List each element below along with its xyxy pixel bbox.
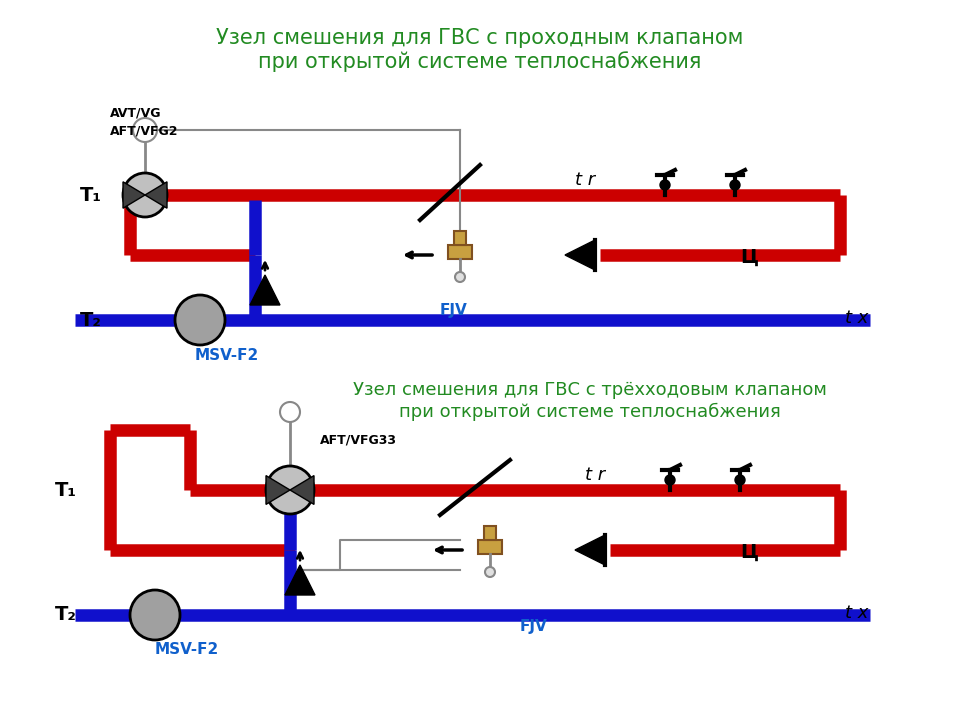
Circle shape bbox=[130, 590, 180, 640]
Circle shape bbox=[730, 180, 740, 190]
Polygon shape bbox=[266, 476, 290, 505]
Text: T₁: T₁ bbox=[55, 480, 77, 500]
Circle shape bbox=[175, 295, 225, 345]
Text: FJV: FJV bbox=[520, 619, 548, 634]
Circle shape bbox=[735, 475, 745, 485]
Text: AFT/VFG33: AFT/VFG33 bbox=[320, 433, 397, 446]
Text: t r: t r bbox=[585, 466, 605, 484]
Text: t r: t r bbox=[575, 171, 595, 189]
Text: T₂: T₂ bbox=[55, 606, 77, 624]
Polygon shape bbox=[285, 565, 315, 595]
Bar bbox=[454, 231, 466, 245]
Circle shape bbox=[660, 180, 670, 190]
Circle shape bbox=[455, 272, 465, 282]
Bar bbox=[484, 526, 496, 540]
Text: T₁: T₁ bbox=[80, 186, 102, 204]
Text: Узел смешения для ГВС с проходным клапаном: Узел смешения для ГВС с проходным клапан… bbox=[216, 28, 744, 48]
Text: FJV: FJV bbox=[440, 302, 468, 318]
Text: AVT/VG: AVT/VG bbox=[110, 107, 161, 120]
Polygon shape bbox=[123, 182, 145, 208]
Polygon shape bbox=[575, 535, 605, 565]
Polygon shape bbox=[145, 182, 167, 208]
Circle shape bbox=[266, 466, 314, 514]
Text: AFT/VFG2: AFT/VFG2 bbox=[110, 125, 179, 138]
Text: Ц: Ц bbox=[740, 248, 758, 266]
Text: при открытой системе теплоснабжения: при открытой системе теплоснабжения bbox=[258, 52, 702, 73]
Text: t x: t x bbox=[845, 604, 869, 622]
Text: Ц: Ц bbox=[740, 542, 758, 562]
Circle shape bbox=[485, 567, 495, 577]
Text: T₂: T₂ bbox=[80, 310, 102, 330]
Bar bbox=[448, 245, 472, 259]
Circle shape bbox=[133, 118, 157, 142]
Text: Узел смешения для ГВС с трёхходовым клапаном: Узел смешения для ГВС с трёхходовым клап… bbox=[353, 381, 827, 399]
Polygon shape bbox=[290, 476, 314, 505]
Bar bbox=[478, 540, 502, 554]
Circle shape bbox=[280, 402, 300, 422]
Circle shape bbox=[123, 173, 167, 217]
Polygon shape bbox=[565, 240, 595, 270]
Polygon shape bbox=[250, 275, 280, 305]
Circle shape bbox=[665, 475, 675, 485]
Text: при открытой системе теплоснабжения: при открытой системе теплоснабжения bbox=[399, 403, 780, 421]
Text: MSV-F2: MSV-F2 bbox=[195, 348, 259, 362]
Text: MSV-F2: MSV-F2 bbox=[155, 642, 219, 657]
Text: t x: t x bbox=[845, 309, 869, 327]
